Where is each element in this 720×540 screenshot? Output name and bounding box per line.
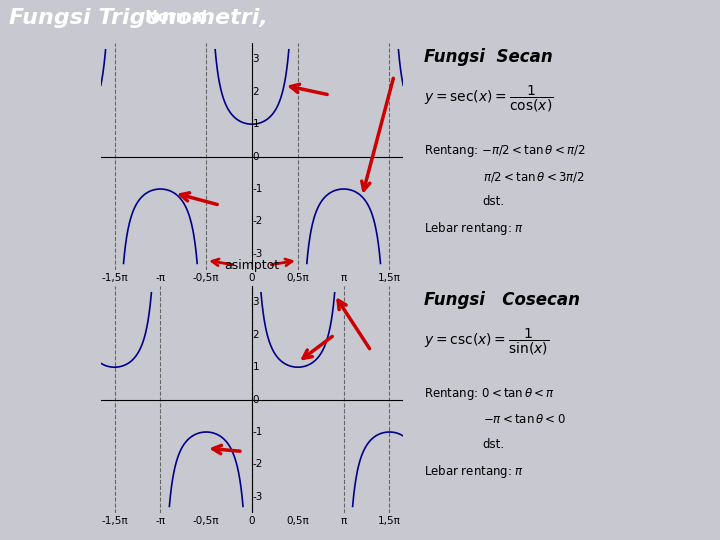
Text: asimptot: asimptot (225, 259, 279, 272)
Text: Fungsi Trigonometri,: Fungsi Trigonometri, (9, 8, 268, 28)
Text: Lebar rentang: $\pi$: Lebar rentang: $\pi$ (423, 463, 523, 480)
Text: Rentang: $0 < \tan\theta < \pi$: Rentang: $0 < \tan\theta < \pi$ (423, 386, 554, 402)
Text: -1: -1 (253, 184, 263, 194)
Text: 3: 3 (253, 298, 259, 307)
Text: -1: -1 (253, 427, 263, 437)
Text: -3: -3 (253, 249, 263, 259)
Text: 0: 0 (253, 152, 259, 161)
Text: $y = \mathrm{csc}(x) = \dfrac{1}{\sin(x)}$: $y = \mathrm{csc}(x) = \dfrac{1}{\sin(x)… (423, 327, 549, 357)
Text: 3: 3 (253, 55, 259, 64)
Text: 0: 0 (253, 395, 259, 404)
Text: 1: 1 (253, 362, 259, 372)
Text: 2: 2 (253, 87, 259, 97)
Text: -2: -2 (253, 460, 263, 469)
Text: Fungsi  Secan: Fungsi Secan (423, 48, 552, 66)
Text: Fungsi   Cosecan: Fungsi Cosecan (423, 291, 580, 309)
Text: Lebar rentang: $\pi$: Lebar rentang: $\pi$ (423, 220, 523, 237)
Text: -3: -3 (253, 492, 263, 502)
Text: dst.: dst. (482, 438, 505, 451)
Text: dst.: dst. (482, 195, 505, 208)
Text: 1: 1 (253, 119, 259, 129)
Text: Rentang: $-\pi/2 < \tan\theta < \pi/2$: Rentang: $-\pi/2 < \tan\theta < \pi/2$ (423, 143, 585, 159)
Text: -2: -2 (253, 217, 263, 226)
Text: $y = \mathrm{sec}(x) = \dfrac{1}{\cos(x)}$: $y = \mathrm{sec}(x) = \dfrac{1}{\cos(x)… (423, 84, 553, 114)
Text: $\pi/2 < \tan\theta < 3\pi/2$: $\pi/2 < \tan\theta < 3\pi/2$ (482, 170, 585, 184)
Text: $-\pi< \tan\theta < 0$: $-\pi< \tan\theta < 0$ (482, 413, 565, 426)
Text: Normal: Normal (140, 10, 207, 25)
Text: 2: 2 (253, 330, 259, 340)
